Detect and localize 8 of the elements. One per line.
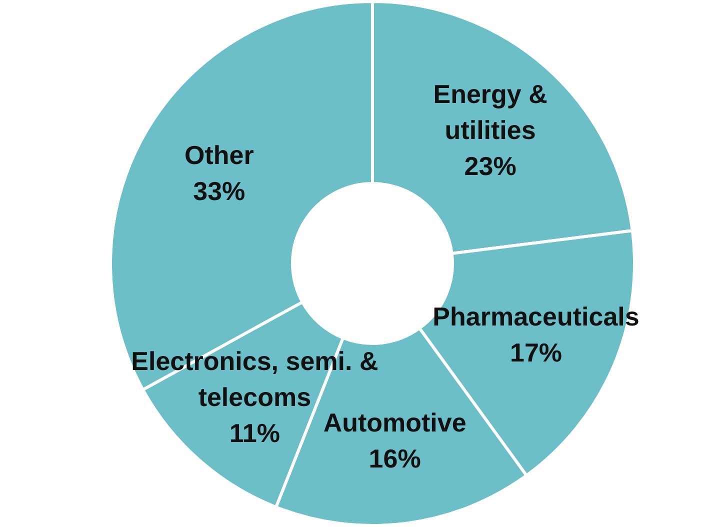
slice-label: Automotive <box>323 407 466 438</box>
data-label: 11% <box>229 418 280 448</box>
data-label: 16% <box>368 443 421 474</box>
slice-label: Other <box>184 140 254 170</box>
slice-label: Energy & utilities <box>433 78 548 145</box>
data-label: 33% <box>193 176 246 206</box>
data-label: 23% <box>464 150 516 181</box>
data-label: 17% <box>510 337 562 368</box>
